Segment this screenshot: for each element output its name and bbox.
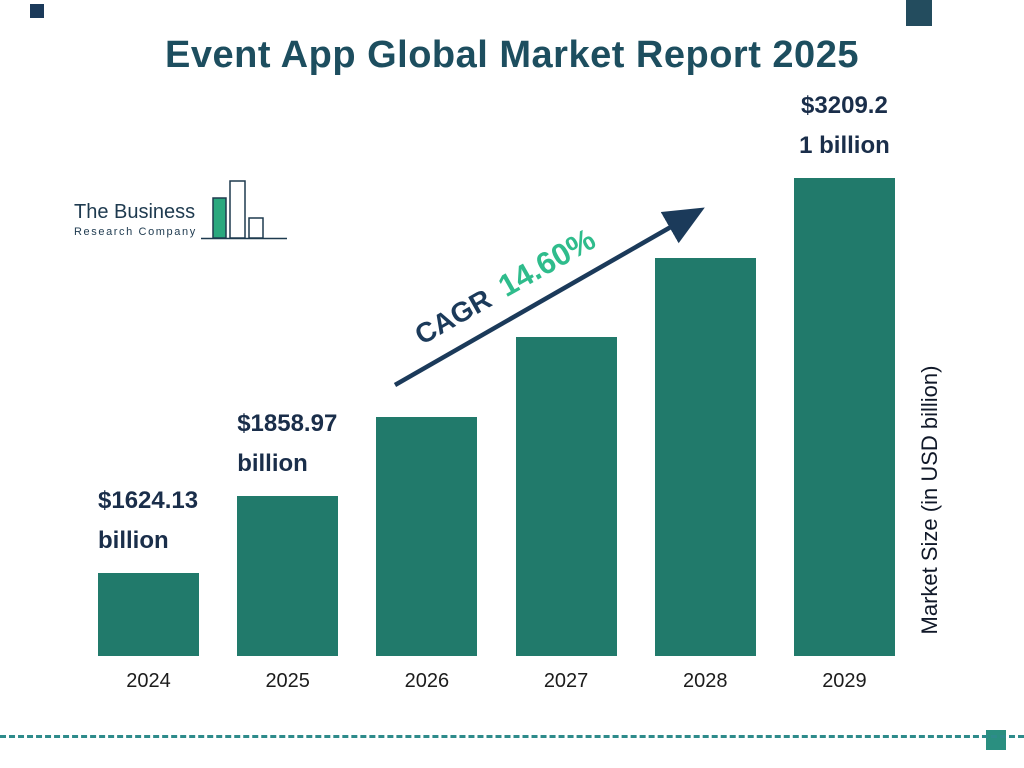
bar-2026 bbox=[376, 417, 478, 656]
year-label-2024: 2024 bbox=[126, 670, 171, 692]
logo: The Business Research Company bbox=[74, 178, 289, 244]
bar-column-2029: $3209.2 1 billion 2029 bbox=[793, 86, 895, 694]
value-line2: 1 billion bbox=[799, 132, 890, 159]
bar-2028 bbox=[654, 258, 756, 656]
value-line1: $3209.2 bbox=[801, 92, 888, 119]
value-line1: $1858.97 bbox=[237, 410, 338, 437]
bar-column-2024: $1624.13 billion 2024 bbox=[98, 481, 199, 694]
y-axis-title: Market Size (in USD billion) bbox=[917, 365, 942, 635]
logo-text: The Business Research Company bbox=[74, 201, 197, 238]
corner-accent-top-right bbox=[906, 0, 932, 26]
year-label-2029: 2029 bbox=[822, 670, 867, 692]
bar-chart: $1624.13 billion 2024 $1858.97 billion 2… bbox=[98, 92, 895, 694]
bar-value-label: $1858.97 billion bbox=[237, 404, 377, 484]
logo-subname: Research Company bbox=[74, 226, 197, 238]
value-line1: $1624.13 bbox=[98, 487, 199, 514]
year-label-2026: 2026 bbox=[404, 670, 450, 692]
year-label-2025: 2025 bbox=[265, 670, 310, 692]
bar-column-2028: 2028 bbox=[654, 258, 756, 694]
year-label-2028: 2028 bbox=[683, 670, 728, 692]
bar-column-2027: 2027 bbox=[515, 337, 617, 694]
bar-value-label: $1624.13 billion bbox=[98, 481, 238, 561]
bar-2025 bbox=[237, 496, 339, 656]
corner-accent-bottom-right bbox=[986, 730, 1006, 750]
bar-2029 bbox=[793, 178, 895, 656]
cagr-trend-arrow bbox=[393, 207, 705, 387]
bar-2024 bbox=[98, 573, 199, 656]
year-label-2027: 2027 bbox=[543, 670, 589, 692]
logo-bar-chart-icon bbox=[200, 180, 287, 240]
bar-column-2026: 2026 bbox=[376, 417, 478, 694]
value-line2: billion bbox=[98, 527, 169, 554]
bottom-dashed-divider bbox=[0, 735, 1024, 738]
value-line2: billion bbox=[237, 450, 308, 477]
bar-2027 bbox=[515, 337, 617, 656]
corner-accent-top-left bbox=[30, 4, 44, 18]
logo-name: The Business bbox=[74, 201, 196, 223]
bar-value-label: $3209.2 1 billion bbox=[794, 86, 895, 166]
bar-column-2025: $1858.97 billion 2025 bbox=[237, 404, 339, 694]
page-title: Event App Global Market Report 2025 bbox=[165, 34, 859, 76]
